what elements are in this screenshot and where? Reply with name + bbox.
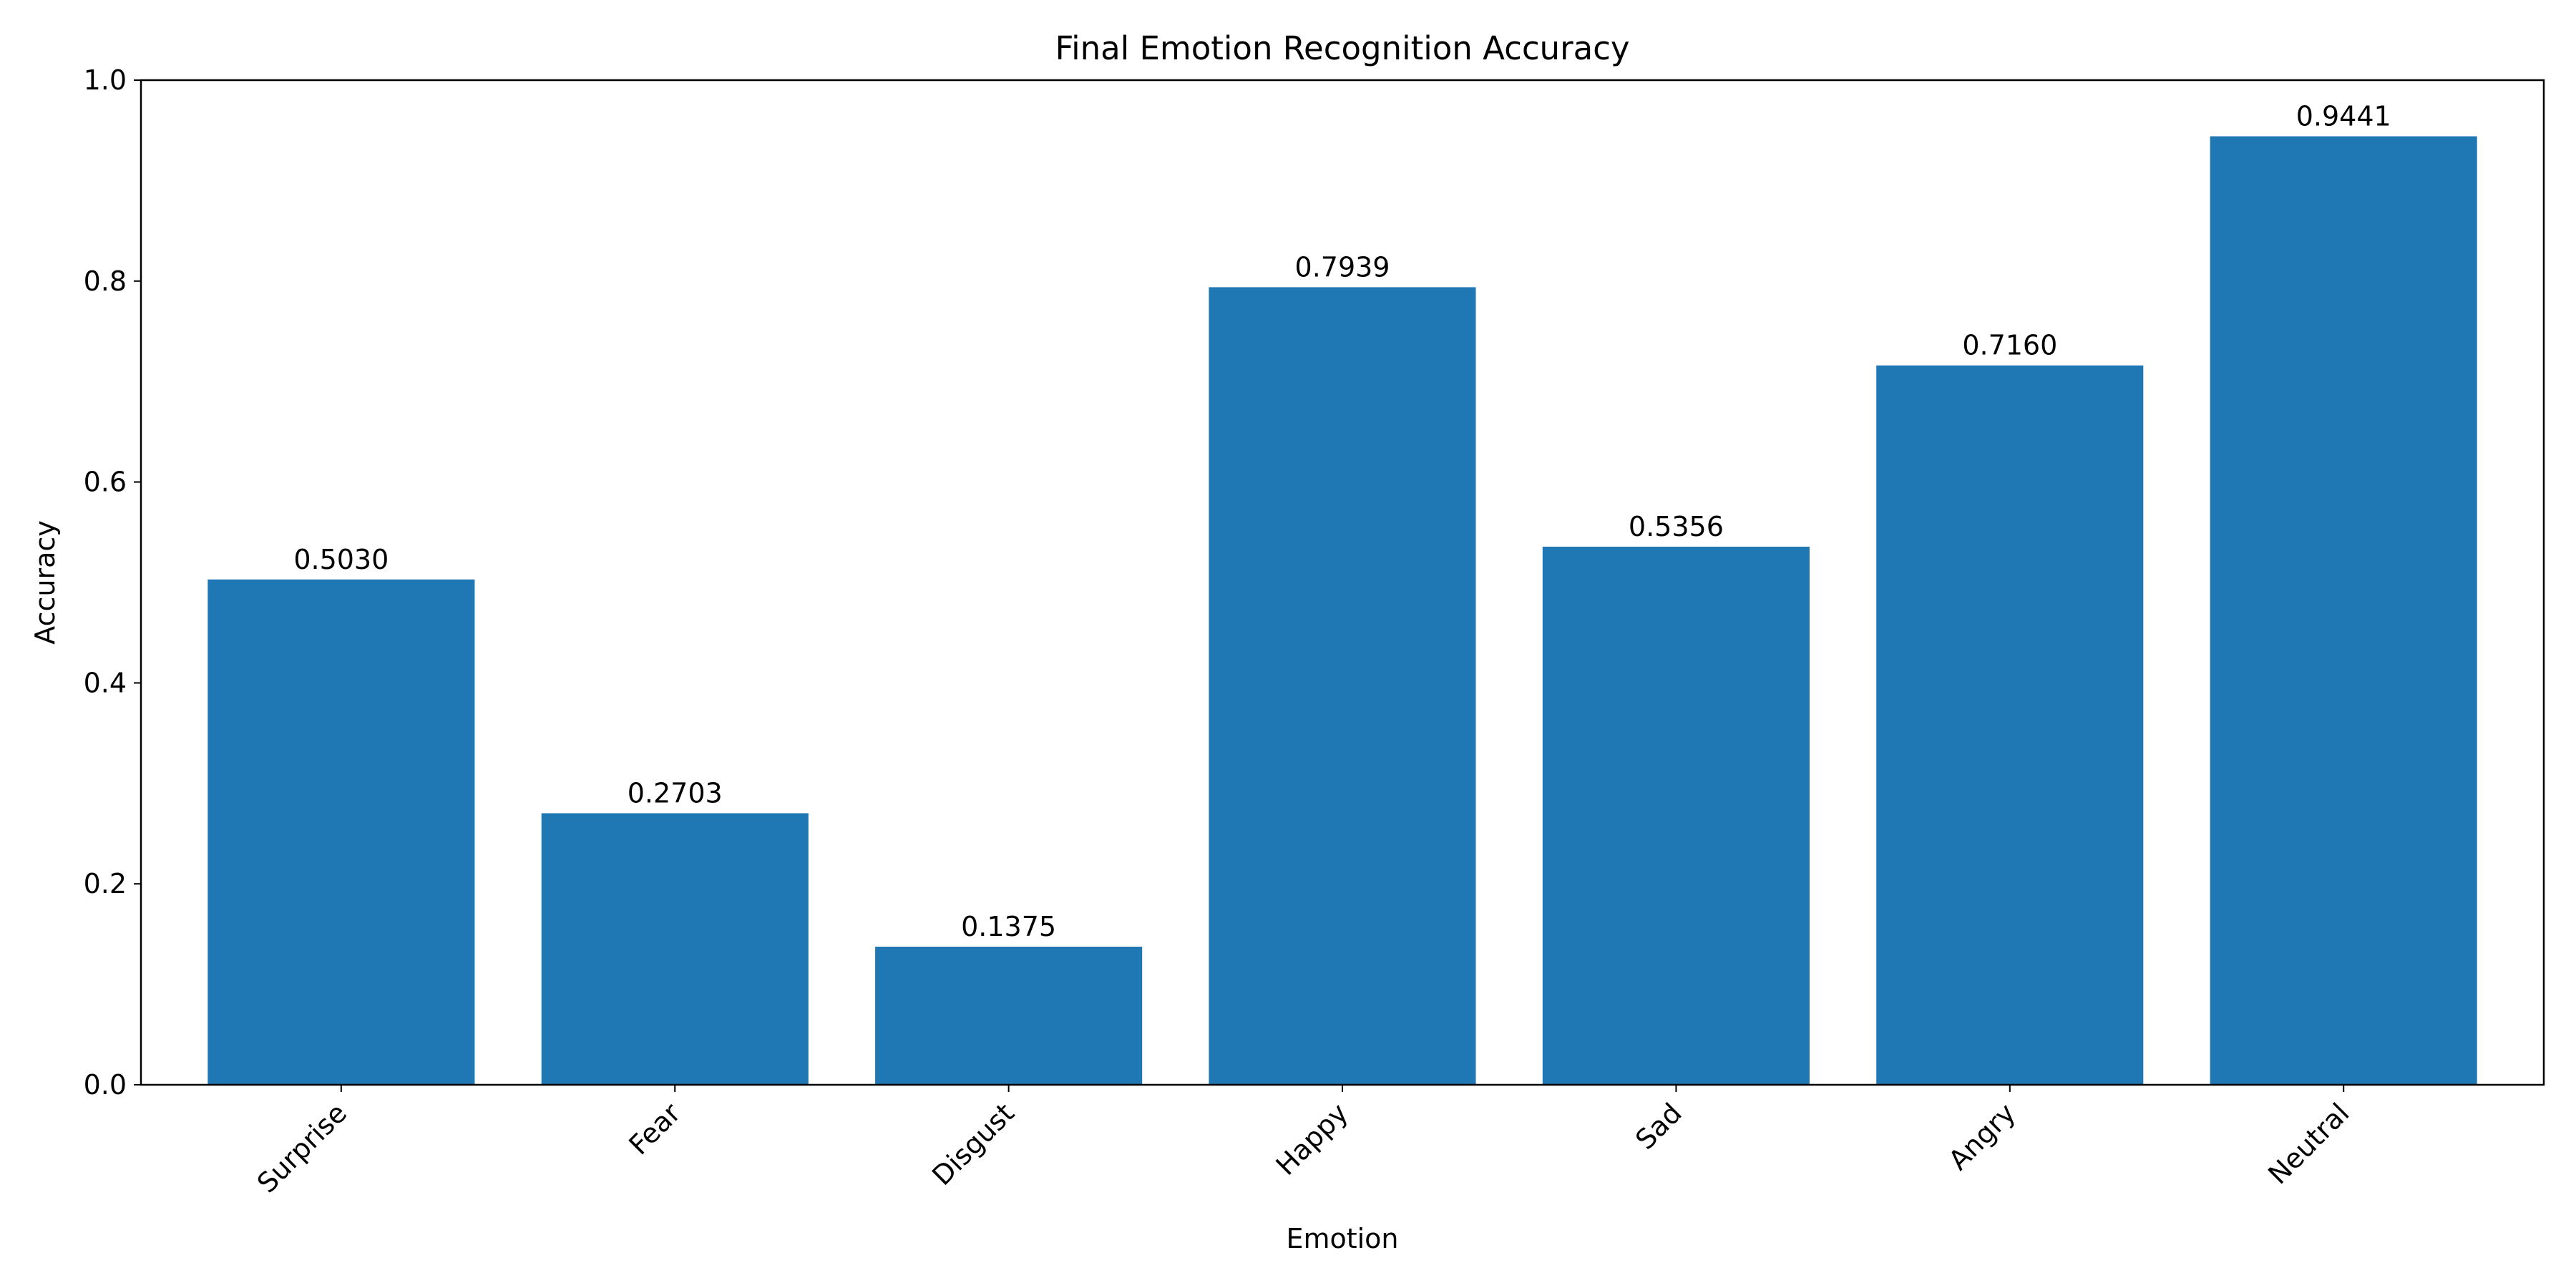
y-tick-label: 0.6 — [84, 467, 127, 498]
value-label-fear: 0.2703 — [628, 778, 723, 809]
bar-sad — [1542, 547, 1810, 1085]
bars-layer — [208, 136, 2477, 1085]
chart-title: Final Emotion Recognition Accuracy — [1055, 29, 1629, 67]
bar-disgust — [875, 947, 1143, 1085]
value-label-neutral: 0.9441 — [2296, 101, 2391, 132]
y-axis-ticks: 0.0 0.2 0.4 0.6 0.8 1.0 — [84, 64, 141, 1101]
bar-angry — [1876, 365, 2144, 1085]
value-label-surprise: 0.5030 — [293, 544, 389, 575]
bar-neutral — [2210, 136, 2477, 1085]
y-tick-label: 0.2 — [84, 868, 127, 899]
y-tick-label: 0.8 — [84, 265, 127, 297]
bar-fear — [541, 813, 809, 1085]
bar-surprise — [208, 579, 475, 1085]
y-tick-label: 1.0 — [84, 64, 127, 96]
value-labels-layer: 0.5030 0.2703 0.1375 0.7939 0.5356 0.7160 0.94… — [293, 101, 2391, 943]
y-tick-label: 0.4 — [84, 667, 127, 698]
value-label-happy: 0.7939 — [1295, 251, 1390, 283]
bar-happy — [1209, 287, 1476, 1085]
value-label-angry: 0.7160 — [1962, 330, 2057, 361]
plot-frame — [140, 79, 2545, 1086]
x-axis-label: Emotion — [1286, 1223, 1398, 1254]
y-axis-label: Accuracy — [29, 520, 61, 645]
value-label-sad: 0.5356 — [1629, 511, 1724, 542]
y-tick-label: 0.0 — [84, 1069, 127, 1101]
value-label-disgust: 0.1375 — [961, 911, 1056, 942]
